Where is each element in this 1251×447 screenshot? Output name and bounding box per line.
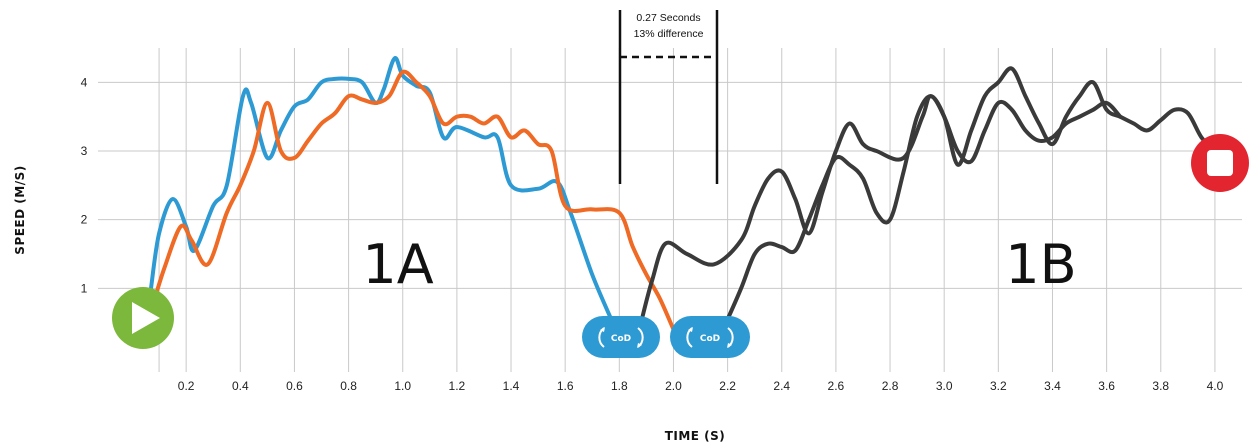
y-axis-title: SPEED (M/S): [13, 165, 27, 254]
x-tick-label: 1.6: [557, 379, 574, 393]
x-axis-title: TIME (S): [665, 429, 726, 443]
x-tick-label: 0.8: [340, 379, 357, 393]
series-line-2: [151, 69, 676, 332]
y-tick-label: 1: [81, 281, 88, 295]
segment-1b-label: 1B: [1005, 233, 1076, 296]
y-tick-label: 3: [81, 144, 88, 158]
x-tick-label: 4.0: [1207, 379, 1224, 393]
axis-ticks: 0.2 0.4 0.6 0.8 1.0 1.2 1.4 1.6 1.8 2.0 2.2 2.4 2.6 2…: [81, 75, 1224, 393]
x-tick-label: 2.6: [828, 379, 845, 393]
segment-1a-label: 1A: [362, 233, 433, 296]
x-tick-label: 3.8: [1152, 379, 1169, 393]
cod-label-1: CoD: [611, 334, 631, 344]
stop-icon: [1207, 150, 1233, 176]
y-tick-label: 2: [81, 213, 88, 227]
series-line-3: [639, 66, 1217, 325]
x-tick-label: 2.4: [773, 379, 790, 393]
interval-seconds-text: 0.27 Seconds: [636, 12, 700, 24]
x-tick-label: 0.2: [178, 379, 195, 393]
cod-badge-1: CoD: [582, 316, 660, 358]
series-line-4: [725, 94, 1123, 322]
x-tick-label: 2.8: [882, 379, 899, 393]
interval-annotation: 0.27 Seconds 13% difference: [618, 10, 719, 184]
x-tick-label: 3.4: [1044, 379, 1061, 393]
x-tick-label: 0.4: [232, 379, 249, 393]
grid: [98, 48, 1242, 372]
start-marker: [112, 287, 174, 349]
cod-label-2: CoD: [700, 334, 720, 344]
x-tick-label: 0.6: [286, 379, 303, 393]
x-tick-label: 1.8: [611, 379, 628, 393]
cod-badge-2: CoD: [670, 316, 750, 358]
x-tick-label: 2.2: [719, 379, 736, 393]
x-tick-label: 1.4: [503, 379, 520, 393]
x-tick-label: 3.0: [936, 379, 953, 393]
interval-difference-text: 13% difference: [634, 28, 704, 40]
x-tick-label: 1.0: [394, 379, 411, 393]
series-line-1: [149, 56, 614, 322]
y-tick-label: 4: [81, 75, 88, 89]
play-icon: [132, 302, 160, 334]
x-tick-label: 2.0: [665, 379, 682, 393]
stop-marker: [1191, 134, 1249, 192]
x-tick-label: 3.2: [990, 379, 1007, 393]
x-tick-label: 3.6: [1098, 379, 1115, 393]
series-layer: [149, 56, 1217, 332]
x-tick-label: 1.2: [449, 379, 466, 393]
